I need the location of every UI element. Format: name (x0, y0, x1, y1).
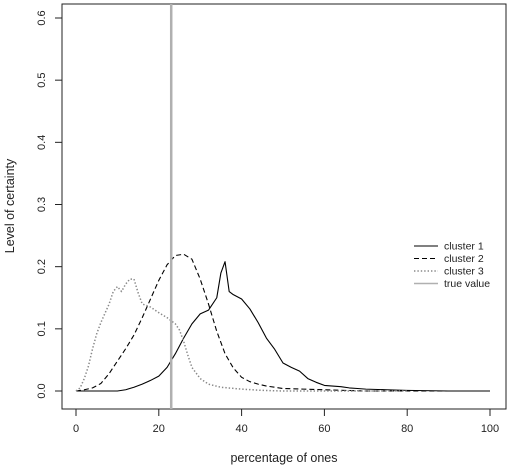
y-tick-label: 0.1 (36, 321, 48, 336)
series-line-cluster-3 (75, 278, 408, 392)
y-axis: 0.0 0.1 0.2 0.3 0.4 0.5 0.6 (36, 10, 63, 399)
series-layer (75, 4, 490, 409)
series-line-cluster-2 (75, 253, 490, 392)
x-tick-label: 60 (318, 423, 330, 435)
x-tick-label: 20 (153, 423, 165, 435)
y-tick-label: 0.6 (36, 10, 48, 25)
plot-frame (61, 3, 507, 410)
y-tick-label: 0.3 (36, 197, 48, 212)
legend-label: true value (444, 278, 490, 290)
y-tick-label: 0.0 (36, 383, 48, 398)
series-line-cluster-1 (76, 261, 490, 392)
x-tick-label: 0 (73, 423, 79, 435)
legend-label: cluster 3 (444, 266, 484, 278)
x-tick-label: 100 (481, 423, 499, 435)
x-tick-label: 40 (235, 423, 247, 435)
y-tick-label: 0.2 (36, 259, 48, 274)
x-axis-title: percentage of ones (230, 451, 337, 465)
y-tick-label: 0.4 (36, 135, 48, 150)
x-tick-label: 80 (401, 423, 413, 435)
legend-label: cluster 2 (444, 253, 484, 265)
y-axis-title: Level of certainty (3, 158, 17, 253)
legend-label: cluster 1 (444, 241, 484, 253)
y-tick-label: 0.5 (36, 73, 48, 88)
x-axis: 0 20 40 60 80 100 (73, 408, 499, 435)
